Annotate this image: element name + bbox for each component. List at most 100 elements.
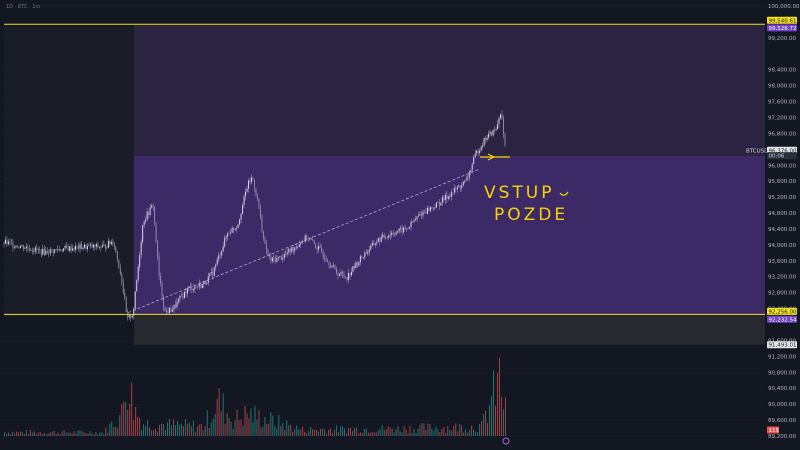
annotation-line-2: POZDE <box>494 205 568 225</box>
candle-body <box>174 304 176 308</box>
candle-body <box>485 137 487 141</box>
volume-bar <box>75 433 77 436</box>
candle-body <box>404 227 406 230</box>
volume-bar <box>198 424 200 436</box>
candle-body <box>143 221 145 225</box>
price-tick-label: 99,200.00 <box>768 36 796 42</box>
candle-body <box>358 262 360 266</box>
candle-body <box>171 309 173 312</box>
volume-bar <box>435 426 437 436</box>
candle-body <box>428 207 430 211</box>
volume-bar <box>7 432 9 436</box>
volume-bar <box>61 431 63 436</box>
volume-bar <box>481 421 483 436</box>
candle-body <box>482 145 484 147</box>
volume-bar <box>485 410 487 436</box>
candle-body <box>316 247 318 250</box>
volume-bar <box>4 432 5 436</box>
volume-bar <box>254 405 256 436</box>
volume-bar <box>208 428 210 436</box>
volume-bar <box>157 431 158 436</box>
volume-bar <box>441 428 443 436</box>
volume-bar <box>343 428 345 436</box>
candle-body <box>166 311 168 312</box>
price-tick-label: 100,000.00 <box>768 4 800 10</box>
volume-bar <box>159 425 160 436</box>
volume-bar <box>238 419 240 436</box>
price-tag-label: 96,376.00 <box>769 148 797 154</box>
price-tick-label: 97,200.00 <box>768 115 796 121</box>
candle-body <box>294 247 296 251</box>
candle-body <box>27 246 29 249</box>
candle-body <box>75 245 77 250</box>
volume-bar <box>117 427 119 436</box>
volume-bar <box>431 428 433 436</box>
candle-body <box>154 206 156 223</box>
volume-bar <box>387 425 389 436</box>
candle-body <box>94 244 96 247</box>
candle-body <box>230 232 232 234</box>
volume-bar <box>19 431 21 436</box>
volume-bar <box>286 420 288 436</box>
candle-body <box>15 245 17 248</box>
candle-body <box>183 291 185 299</box>
volume-bar <box>330 428 331 436</box>
volume-bar <box>278 415 280 436</box>
volume-bar <box>463 432 465 436</box>
price-tag-label: 99,540.61 <box>769 18 797 24</box>
candle-body <box>22 245 24 249</box>
candle-body <box>148 211 150 215</box>
volume-bar <box>186 423 188 436</box>
volume-bar <box>320 428 322 436</box>
candle-body <box>286 252 288 254</box>
candle-body <box>173 304 175 310</box>
volume-bar <box>131 382 133 436</box>
candle-body <box>10 241 12 243</box>
replay-cursor-icon[interactable] <box>502 437 510 445</box>
volume-bar <box>417 428 419 436</box>
candle-body <box>356 262 358 266</box>
volume-bar <box>73 431 75 436</box>
price-tick-label: 96,800.00 <box>768 131 796 137</box>
candle-body <box>191 286 193 291</box>
volume-bar <box>27 434 29 436</box>
candle-body <box>324 256 326 259</box>
volume-bar <box>461 425 463 436</box>
volume-bar <box>65 432 67 436</box>
volume-bar <box>334 429 335 436</box>
candle-body <box>321 248 323 253</box>
horizontal-lines[interactable] <box>4 23 765 315</box>
candle-body <box>136 280 138 292</box>
volume-bar <box>497 373 498 436</box>
candle-body <box>167 311 169 314</box>
candle-body <box>107 241 109 248</box>
candle-body <box>327 261 329 263</box>
candle-body <box>149 207 151 215</box>
volume-bar <box>133 419 135 436</box>
candle-body <box>116 251 118 260</box>
volume-bar <box>471 425 473 436</box>
candle-body <box>92 244 94 248</box>
candle-body <box>467 178 469 180</box>
volume-bar <box>81 431 83 436</box>
volume-bar <box>71 433 73 436</box>
volume-bar <box>310 427 312 436</box>
candle-body <box>421 213 423 216</box>
volume-bar <box>67 432 69 436</box>
volume-bar <box>367 432 369 436</box>
candle-body <box>30 250 32 251</box>
candle-body <box>109 241 111 245</box>
price-axis[interactable] <box>765 0 800 450</box>
candle-body <box>36 247 38 250</box>
candle-body <box>164 306 166 312</box>
candle-body <box>304 235 306 242</box>
dashed-trend-line[interactable] <box>128 168 480 313</box>
candle-body <box>368 249 370 252</box>
candle-body <box>388 235 390 238</box>
candle-body <box>265 243 267 251</box>
candle-body <box>383 234 385 238</box>
handwritten-annotation[interactable]: VSTUP POZDE <box>480 153 569 225</box>
price-tick-label: 98,000.00 <box>768 84 796 90</box>
volume-bar <box>349 427 351 436</box>
